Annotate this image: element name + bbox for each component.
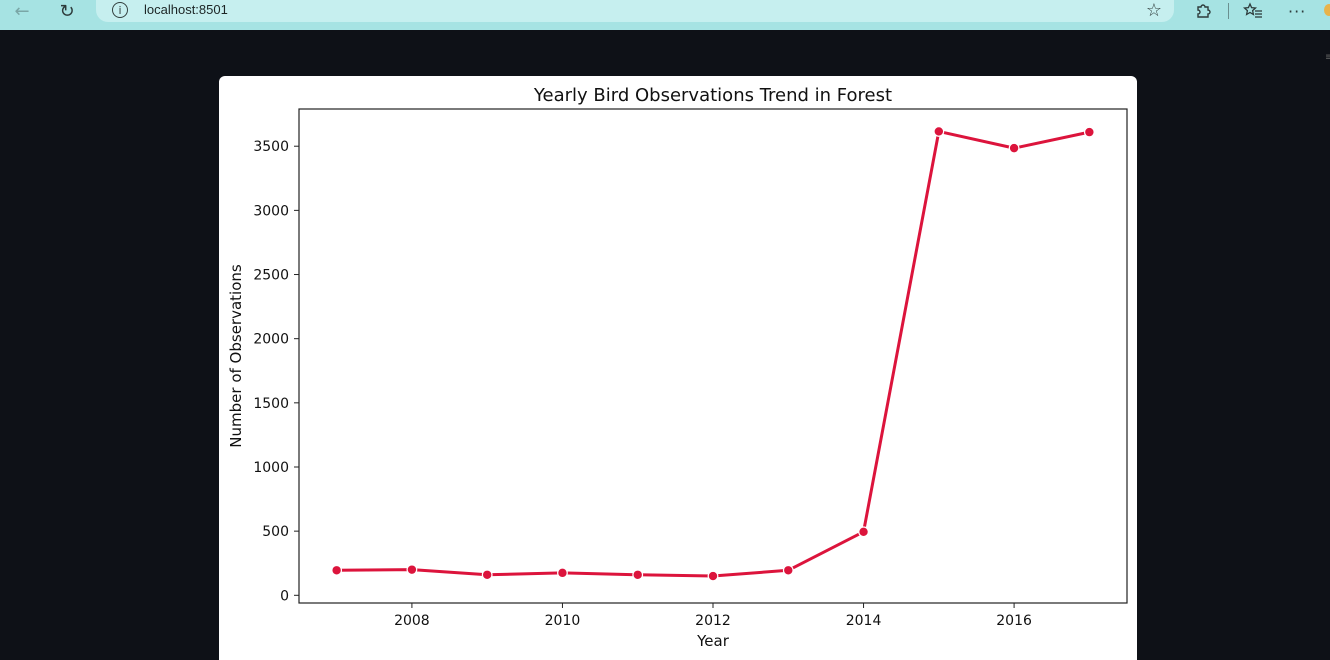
- puzzle-icon: [1197, 4, 1211, 18]
- x-axis-label: Year: [696, 632, 730, 650]
- y-tick-label: 0: [280, 588, 289, 604]
- data-point: [632, 569, 644, 581]
- x-tick-label: 2016: [996, 613, 1032, 629]
- data-point: [933, 126, 945, 137]
- reload-button[interactable]: ↻: [55, 0, 79, 22]
- plot-frame: [298, 108, 1128, 604]
- series-line: [335, 129, 1091, 578]
- extensions-button[interactable]: [1195, 0, 1213, 22]
- favorites-icon: [1243, 2, 1262, 18]
- toolbar-divider: [1228, 3, 1229, 19]
- data-point: [1008, 142, 1020, 154]
- browser-toolbar: ← ↻ i localhost:8501 ☆ ···: [0, 0, 1330, 30]
- info-icon[interactable]: i: [112, 2, 128, 18]
- back-button[interactable]: ←: [10, 0, 34, 22]
- address-bar[interactable]: i localhost:8501 ☆: [96, 0, 1174, 22]
- y-tick-label: 500: [262, 524, 289, 540]
- more-icon: ···: [1288, 1, 1307, 21]
- y-tick-label: 2500: [253, 268, 289, 284]
- x-tick-label: 2014: [846, 613, 882, 629]
- chart-title: Yearly Bird Observations Trend in Forest: [533, 85, 892, 106]
- y-tick-label: 3500: [253, 139, 289, 155]
- y-axis-label: Number of Observations: [227, 264, 245, 448]
- arrow-left-icon: ←: [14, 0, 30, 22]
- profile-avatar[interactable]: [1324, 4, 1330, 16]
- data-point: [481, 569, 493, 581]
- data-point: [406, 564, 418, 576]
- x-tick-label: 2010: [545, 613, 581, 629]
- y-tick-label: 1500: [253, 396, 289, 412]
- data-point: [858, 526, 869, 538]
- reload-icon: ↻: [59, 0, 75, 22]
- data-point: [707, 570, 719, 582]
- x-tick-label: 2008: [394, 613, 430, 629]
- sidebar-collapse-icon[interactable]: ≡: [1325, 52, 1330, 63]
- y-tick-label: 1000: [253, 460, 289, 476]
- star-icon[interactable]: ☆: [1145, 0, 1162, 21]
- line-chart: Yearly Bird Observations Trend in Forest…: [227, 85, 1128, 650]
- x-tick-label: 2012: [695, 613, 731, 629]
- data-point: [782, 564, 794, 576]
- chart-card: Yearly Bird Observations Trend in Forest…: [219, 76, 1137, 660]
- data-point: [1083, 126, 1095, 138]
- y-tick-label: 3000: [253, 203, 289, 219]
- data-point: [557, 567, 568, 579]
- favorites-button[interactable]: [1243, 0, 1263, 22]
- url-text: localhost:8501: [144, 2, 228, 17]
- y-tick-label: 2000: [253, 332, 289, 348]
- more-button[interactable]: ···: [1288, 0, 1306, 22]
- data-point: [331, 564, 343, 576]
